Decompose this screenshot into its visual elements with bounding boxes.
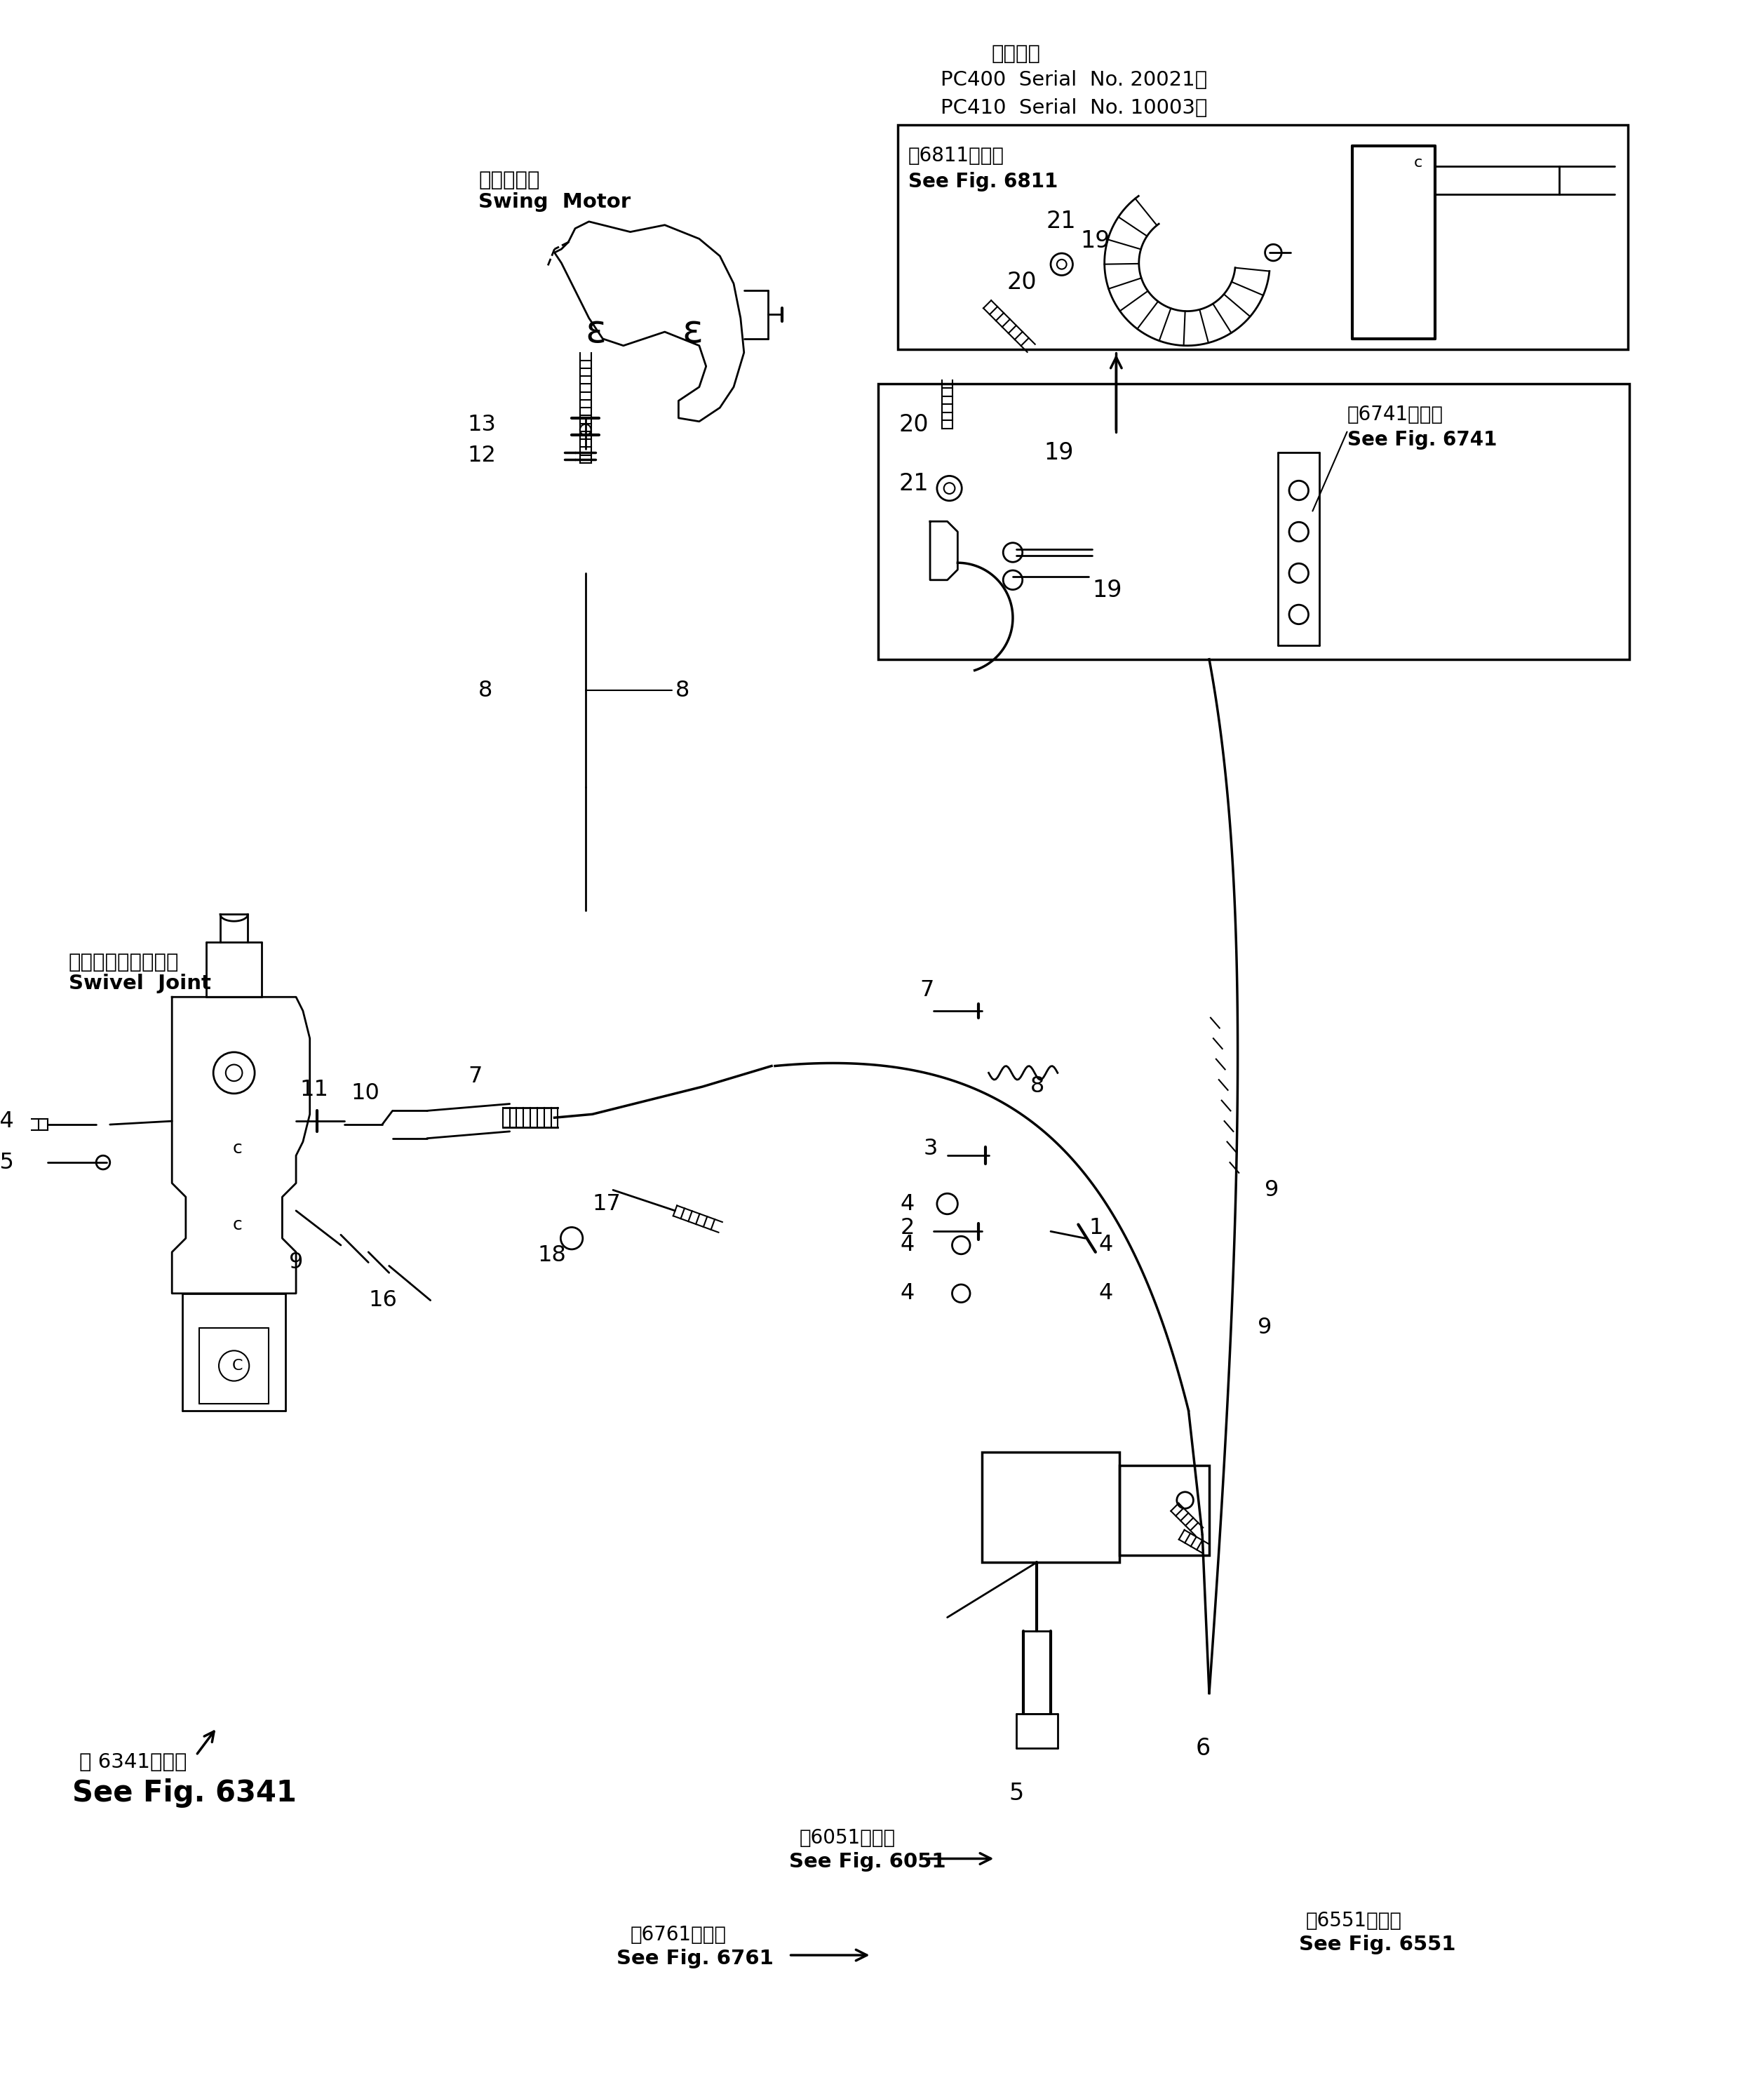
Text: c: c [233,1217,242,1233]
Text: 11: 11 [300,1078,328,1101]
Text: C: C [233,1359,243,1374]
Text: 4: 4 [900,1282,916,1305]
Text: ε: ε [586,312,607,352]
Text: 21: 21 [1046,209,1076,232]
Text: PC400  Serial  No. 20021～: PC400 Serial No. 20021～ [940,71,1207,90]
Text: See Fig. 6761: See Fig. 6761 [616,1950,774,1968]
Text: 第6051図参照: 第6051図参照 [799,1828,896,1847]
Text: 4: 4 [1099,1233,1113,1256]
Text: c: c [233,1141,242,1158]
Bar [878,383,1630,660]
Text: See Fig. 6741: See Fig. 6741 [1348,429,1496,450]
Bar [898,126,1628,350]
Text: 20: 20 [1007,270,1037,293]
Text: 第 6341図参照: 第 6341図参照 [79,1753,187,1772]
Text: 19: 19 [1092,578,1122,601]
Text: 21: 21 [900,471,930,494]
Text: 7: 7 [919,980,933,1001]
Text: 14: 14 [0,1110,14,1133]
Text: PC410  Serial  No. 10003～: PC410 Serial No. 10003～ [940,98,1207,117]
Text: Swing  Motor: Swing Motor [478,193,632,211]
Bar [1120,1466,1208,1556]
Text: See Fig. 6811: See Fig. 6811 [908,172,1058,191]
Text: See Fig. 6051: See Fig. 6051 [789,1853,946,1872]
Text: 4: 4 [900,1233,916,1256]
Text: 9: 9 [1265,1179,1279,1200]
Text: 2: 2 [900,1217,916,1240]
Text: 8: 8 [676,678,690,701]
Text: 19: 19 [1044,442,1074,465]
Text: 15: 15 [0,1152,14,1173]
Text: 20: 20 [900,413,930,436]
Text: 適用号機: 適用号機 [991,44,1041,65]
Bar [983,1451,1120,1562]
Text: 4: 4 [900,1194,916,1215]
Text: スイベルジョイント: スイベルジョイント [69,953,180,972]
Text: 9: 9 [289,1252,303,1273]
Text: 16: 16 [369,1290,397,1311]
Text: 17: 17 [593,1194,621,1215]
Text: 6: 6 [1196,1736,1210,1759]
Text: 18: 18 [538,1244,566,1267]
Text: 13: 13 [467,415,496,436]
Text: 10: 10 [351,1083,379,1104]
Text: ε: ε [683,312,702,352]
Text: 8: 8 [1030,1076,1044,1097]
Text: 9: 9 [1258,1317,1272,1338]
Text: See Fig. 6551: See Fig. 6551 [1298,1935,1455,1954]
Text: 第6551図参照: 第6551図参照 [1305,1912,1402,1931]
Text: 第6741図参照: 第6741図参照 [1348,404,1443,425]
Text: 第6761図参照: 第6761図参照 [630,1924,727,1945]
Text: 7: 7 [467,1066,483,1087]
Text: c: c [1413,155,1422,170]
Text: 4: 4 [1099,1282,1113,1305]
Text: 19: 19 [1080,228,1110,253]
Text: See Fig. 6341: See Fig. 6341 [72,1778,296,1807]
Text: 12: 12 [467,446,496,467]
Text: 8: 8 [478,678,492,701]
Text: 1: 1 [1088,1217,1102,1240]
Text: 第6811図参照: 第6811図参照 [908,147,1004,165]
Text: 5: 5 [1009,1782,1023,1805]
Text: 旋回モータ: 旋回モータ [478,170,540,191]
Text: Swivel  Joint: Swivel Joint [69,974,212,993]
Text: 3: 3 [923,1137,937,1160]
